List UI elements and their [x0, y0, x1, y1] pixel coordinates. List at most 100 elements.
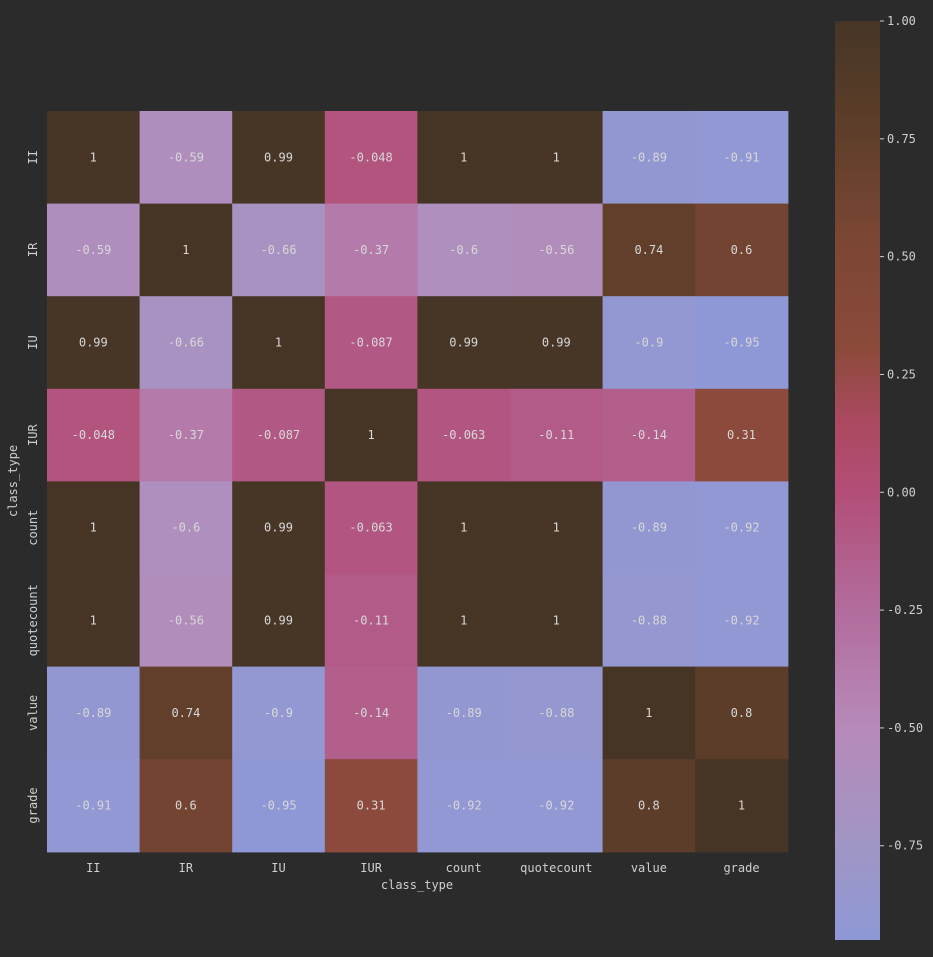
cell-value-label: -0.6	[171, 521, 200, 535]
cell-value-label: -0.91	[75, 799, 111, 813]
x-tick-label: IUR	[360, 861, 382, 875]
y-tick-label: IUR	[26, 423, 40, 445]
cell-value-label: -0.92	[446, 799, 482, 813]
cell-value-label: 1	[90, 613, 97, 627]
cell-value-label: -0.14	[631, 428, 667, 442]
heatmap-cell	[232, 296, 326, 390]
x-tick-label: IR	[179, 861, 194, 875]
cell-value-label: 1	[182, 243, 189, 257]
cell-value-label: -0.048	[72, 428, 115, 442]
heatmap-cell	[47, 481, 141, 575]
cell-value-label: 0.31	[727, 428, 756, 442]
heatmap-cell	[695, 296, 789, 390]
heatmap-cell	[510, 388, 604, 482]
heatmap-cell	[510, 666, 604, 760]
y-tick-label: value	[26, 695, 40, 731]
cell-value-label: -0.063	[442, 428, 485, 442]
heatmap-cell	[47, 574, 141, 668]
cell-value-label: 0.31	[357, 799, 386, 813]
heatmap-cell	[510, 481, 604, 575]
cell-value-label: -0.66	[168, 336, 204, 350]
cell-value-label: -0.11	[538, 428, 574, 442]
heatmap-cell	[232, 759, 326, 853]
cell-value-label: -0.56	[168, 613, 204, 627]
heatmap-cell	[139, 111, 233, 205]
heatmap-cell	[47, 666, 141, 760]
cell-value-label: 1	[90, 150, 97, 164]
cell-value-label: -0.048	[349, 150, 392, 164]
heatmap-cell	[324, 666, 418, 760]
y-tick-label: IR	[26, 242, 40, 257]
cell-value-label: -0.88	[538, 706, 574, 720]
cell-value-label: 0.6	[731, 243, 753, 257]
colorbar	[835, 21, 880, 940]
x-tick-label: II	[86, 861, 100, 875]
cell-value-label: 1	[738, 799, 745, 813]
heatmap-cell	[47, 111, 141, 205]
heatmap-cell	[47, 388, 141, 482]
cell-value-label: -0.9	[634, 336, 663, 350]
cell-value-label: 1	[460, 521, 467, 535]
cell-value-label: -0.92	[723, 613, 759, 627]
heatmap-cell	[602, 296, 696, 390]
heatmap-cell	[232, 203, 326, 297]
cell-value-label: 1	[553, 150, 560, 164]
cell-value-label: -0.56	[538, 243, 574, 257]
heatmap-cell	[695, 666, 789, 760]
heatmap-cell	[510, 203, 604, 297]
y-axis-label: class_type	[6, 445, 20, 517]
cell-value-label: 0.99	[449, 336, 478, 350]
heatmap-cell	[324, 481, 418, 575]
heatmap-cell	[139, 574, 233, 668]
heatmap-cell	[47, 296, 141, 390]
x-tick-label: count	[446, 861, 482, 875]
cell-value-label: 0.6	[175, 799, 197, 813]
cell-value-label: 0.8	[731, 706, 753, 720]
cell-value-label: 1	[553, 521, 560, 535]
heatmap-cell	[417, 111, 511, 205]
heatmap-cell	[417, 388, 511, 482]
cell-value-label: 0.99	[79, 336, 108, 350]
heatmap-cell	[602, 203, 696, 297]
cell-value-label: -0.37	[168, 428, 204, 442]
x-axis-label: class_type	[381, 878, 453, 892]
colorbar-tick-label: -0.50	[887, 721, 923, 735]
cell-value-label: -0.92	[723, 521, 759, 535]
y-tick-label: grade	[26, 787, 40, 823]
cell-value-label: 0.99	[542, 336, 571, 350]
cell-value-label: -0.95	[723, 336, 759, 350]
x-tick-label: IU	[271, 861, 285, 875]
colorbar-ticks: 1.00 0.75 0.50 0.25 0.00 -0.25 -0.50 -0.75	[880, 14, 923, 853]
y-tick-label: quotecount	[26, 584, 40, 656]
colorbar-tick-label: 1.00	[887, 14, 916, 28]
cell-value-label: -0.063	[349, 521, 392, 535]
heatmap-cell	[47, 759, 141, 853]
heatmap-cell	[324, 203, 418, 297]
cell-value-label: -0.89	[631, 521, 667, 535]
cell-value-label: -0.95	[260, 799, 296, 813]
colorbar-tick-label: 0.50	[887, 250, 916, 264]
cell-value-label: 1	[645, 706, 652, 720]
cell-value-label: -0.92	[538, 799, 574, 813]
heatmap-cell	[417, 666, 511, 760]
y-tick-label: count	[26, 510, 40, 546]
heatmap-cell	[695, 111, 789, 205]
heatmap-cell	[695, 574, 789, 668]
cell-value-label: -0.6	[449, 243, 478, 257]
cell-value-label: -0.89	[631, 150, 667, 164]
x-axis-ticks: II IR IU IUR count quotecount value grade	[86, 861, 759, 875]
heatmap-cell	[602, 666, 696, 760]
cell-value-label: 1	[460, 150, 467, 164]
heatmap-cell	[139, 759, 233, 853]
heatmap-cell	[417, 574, 511, 668]
cell-value-label: -0.91	[723, 150, 759, 164]
cell-value-label: 1	[460, 613, 467, 627]
heatmap-cell	[139, 296, 233, 390]
colorbar-tick-label: 0.00	[887, 485, 916, 499]
cell-value-label: 0.99	[264, 521, 293, 535]
heatmap-cell	[232, 481, 326, 575]
heatmap-cell	[232, 111, 326, 205]
heatmap-cell	[602, 759, 696, 853]
cell-value-label: -0.37	[353, 243, 389, 257]
